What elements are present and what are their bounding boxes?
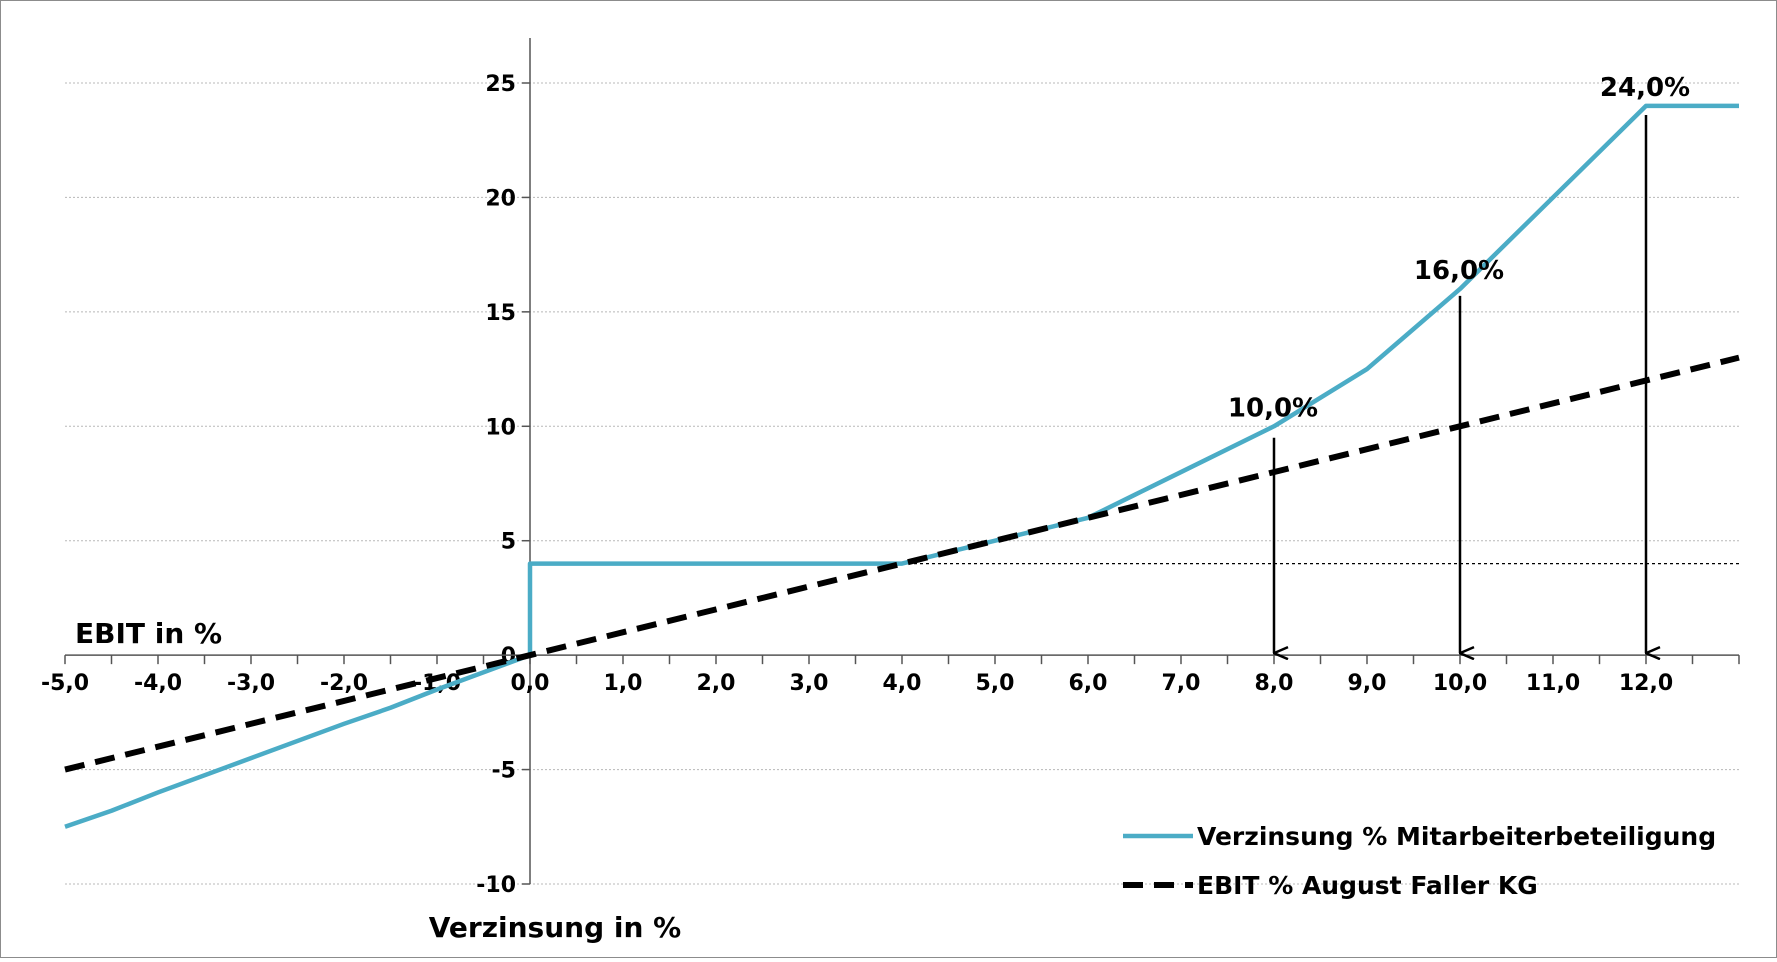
grid-lines — [65, 82, 1739, 885]
x-tick-label: -4,0 — [134, 671, 182, 696]
annotation-label: 24,0% — [1600, 73, 1690, 103]
y-tick-label: 15 — [485, 301, 516, 326]
x-tick-label: 5,0 — [976, 671, 1015, 696]
x-tick-label: 0,0 — [511, 671, 550, 696]
legend-label: EBIT % August Faller KG — [1197, 871, 1538, 900]
y-tick-label: 5 — [501, 530, 516, 555]
legend-label: Verzinsung % Mitarbeiterbeteiligung — [1197, 822, 1716, 851]
y-tick-label: 10 — [485, 415, 516, 440]
x-tick-label: 8,0 — [1255, 671, 1294, 696]
y-tick-label: 20 — [485, 186, 516, 211]
x-tick-label: 11,0 — [1526, 671, 1580, 696]
x-tick-label: 4,0 — [883, 671, 922, 696]
x-axis-title: Verzinsung in % — [429, 911, 681, 944]
legend: Verzinsung % Mitarbeiterbeteiligung EBIT … — [1123, 822, 1716, 900]
x-tick-label: 2,0 — [697, 671, 736, 696]
y-tick-label: -10 — [476, 873, 516, 898]
y-tick-label: 25 — [485, 72, 516, 97]
x-tick-label: 10,0 — [1433, 671, 1487, 696]
y-tick-label: -5 — [492, 759, 516, 784]
annotations: 10,0% 16,0% 24,0% — [1228, 73, 1690, 653]
x-tick-label: -3,0 — [227, 671, 275, 696]
annotation-label: 10,0% — [1228, 393, 1318, 423]
x-tick-label: 3,0 — [790, 671, 829, 696]
x-tick-label: 1,0 — [604, 671, 643, 696]
x-tick-label: 9,0 — [1348, 671, 1387, 696]
x-tick-label: 12,0 — [1619, 671, 1673, 696]
y-axis-title: EBIT in % — [75, 617, 222, 650]
x-tick-label: 6,0 — [1069, 671, 1108, 696]
x-tick-label: 7,0 — [1162, 671, 1201, 696]
x-tick-label: -2,0 — [320, 671, 368, 696]
annotation-label: 16,0% — [1414, 256, 1504, 286]
x-tick-label: -5,0 — [41, 671, 89, 696]
